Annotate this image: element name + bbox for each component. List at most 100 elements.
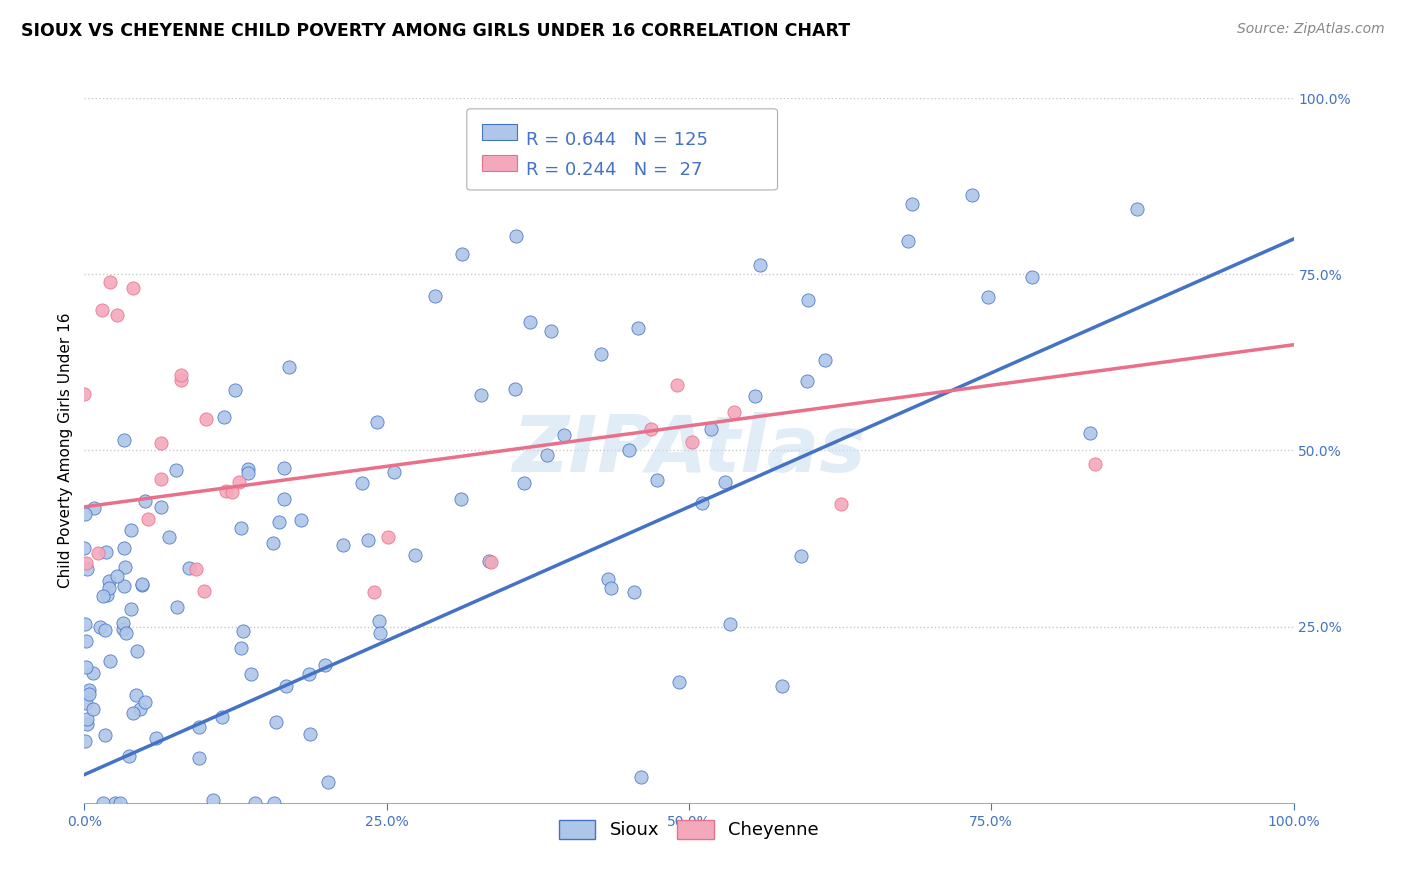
Point bbox=[76, 712, 98, 726]
Point bbox=[112, 433, 135, 447]
Point bbox=[224, 383, 246, 397]
Point bbox=[75, 633, 97, 648]
Point bbox=[553, 428, 575, 442]
Point bbox=[243, 796, 266, 810]
Point bbox=[187, 720, 209, 734]
Point bbox=[104, 796, 127, 810]
Point bbox=[470, 388, 492, 402]
Point bbox=[382, 465, 405, 479]
Point bbox=[630, 770, 652, 784]
Point bbox=[76, 562, 98, 576]
Point bbox=[368, 625, 391, 640]
Point bbox=[589, 347, 612, 361]
Point bbox=[105, 308, 128, 322]
Point bbox=[91, 302, 114, 317]
Point bbox=[97, 574, 120, 589]
Text: SIOUX VS CHEYENNE CHILD POVERTY AMONG GIRLS UNDER 16 CORRELATION CHART: SIOUX VS CHEYENNE CHILD POVERTY AMONG GI… bbox=[21, 22, 851, 40]
Point bbox=[121, 281, 143, 295]
Point bbox=[231, 640, 253, 655]
Point bbox=[150, 500, 173, 515]
Point bbox=[170, 373, 193, 387]
Point bbox=[184, 562, 207, 576]
Point bbox=[479, 555, 502, 569]
Point bbox=[83, 501, 105, 516]
Point bbox=[188, 751, 211, 765]
Point bbox=[277, 359, 299, 374]
Point bbox=[477, 554, 499, 568]
Point bbox=[357, 533, 380, 547]
Point bbox=[519, 315, 541, 329]
Point bbox=[131, 576, 153, 591]
Point bbox=[194, 411, 217, 425]
Point bbox=[94, 624, 117, 638]
Point bbox=[263, 796, 285, 810]
Point bbox=[87, 546, 110, 560]
Point bbox=[796, 375, 818, 389]
Point bbox=[75, 696, 97, 710]
Point bbox=[770, 679, 793, 693]
Point bbox=[111, 615, 134, 630]
Point bbox=[125, 644, 148, 658]
Point bbox=[714, 475, 737, 489]
Point bbox=[145, 731, 167, 746]
Point bbox=[221, 485, 243, 500]
Point bbox=[513, 476, 536, 491]
Point bbox=[264, 714, 287, 729]
Point bbox=[228, 475, 250, 489]
Point bbox=[536, 448, 558, 462]
Point bbox=[367, 614, 389, 628]
Point bbox=[363, 585, 385, 599]
Point bbox=[813, 353, 835, 368]
Text: ZIPAtlas: ZIPAtlas bbox=[512, 412, 866, 489]
Point bbox=[120, 523, 142, 537]
Point bbox=[298, 727, 321, 741]
Point bbox=[262, 536, 284, 550]
Point bbox=[114, 626, 136, 640]
Point bbox=[1125, 202, 1147, 216]
Point bbox=[112, 579, 135, 593]
Point bbox=[77, 687, 100, 701]
Point bbox=[274, 680, 297, 694]
Point bbox=[599, 581, 621, 595]
Point bbox=[138, 512, 160, 526]
Point bbox=[73, 387, 96, 401]
Point bbox=[681, 434, 703, 449]
Point bbox=[134, 494, 156, 508]
Point bbox=[314, 658, 336, 673]
Point bbox=[668, 674, 690, 689]
Point bbox=[96, 588, 118, 602]
Point bbox=[94, 728, 117, 742]
Point bbox=[749, 258, 772, 272]
Point bbox=[332, 538, 354, 552]
Point bbox=[91, 589, 114, 603]
Point bbox=[598, 572, 620, 586]
Point bbox=[505, 383, 527, 397]
Point bbox=[316, 775, 339, 789]
Point bbox=[366, 415, 388, 429]
Point bbox=[98, 275, 121, 289]
Point bbox=[105, 569, 128, 583]
Point bbox=[120, 601, 142, 615]
Point bbox=[98, 654, 121, 668]
Point bbox=[165, 463, 187, 477]
Text: R = 0.244   N =  27: R = 0.244 N = 27 bbox=[526, 161, 703, 179]
Point bbox=[170, 368, 193, 383]
Point bbox=[75, 660, 97, 674]
Point bbox=[450, 491, 472, 506]
Point bbox=[82, 666, 104, 681]
Point bbox=[134, 695, 156, 709]
Point bbox=[96, 545, 118, 559]
Text: R = 0.644   N = 125: R = 0.644 N = 125 bbox=[526, 131, 707, 149]
Point bbox=[1080, 426, 1102, 441]
Point bbox=[273, 491, 295, 506]
Point bbox=[93, 796, 115, 810]
Point bbox=[238, 461, 260, 475]
Point bbox=[114, 559, 136, 574]
Point bbox=[125, 688, 148, 702]
Legend: Sioux, Cheyenne: Sioux, Cheyenne bbox=[553, 813, 825, 847]
Point bbox=[404, 548, 426, 562]
Point bbox=[202, 793, 225, 807]
Point bbox=[665, 378, 688, 392]
Point bbox=[267, 515, 290, 529]
Point bbox=[298, 666, 321, 681]
